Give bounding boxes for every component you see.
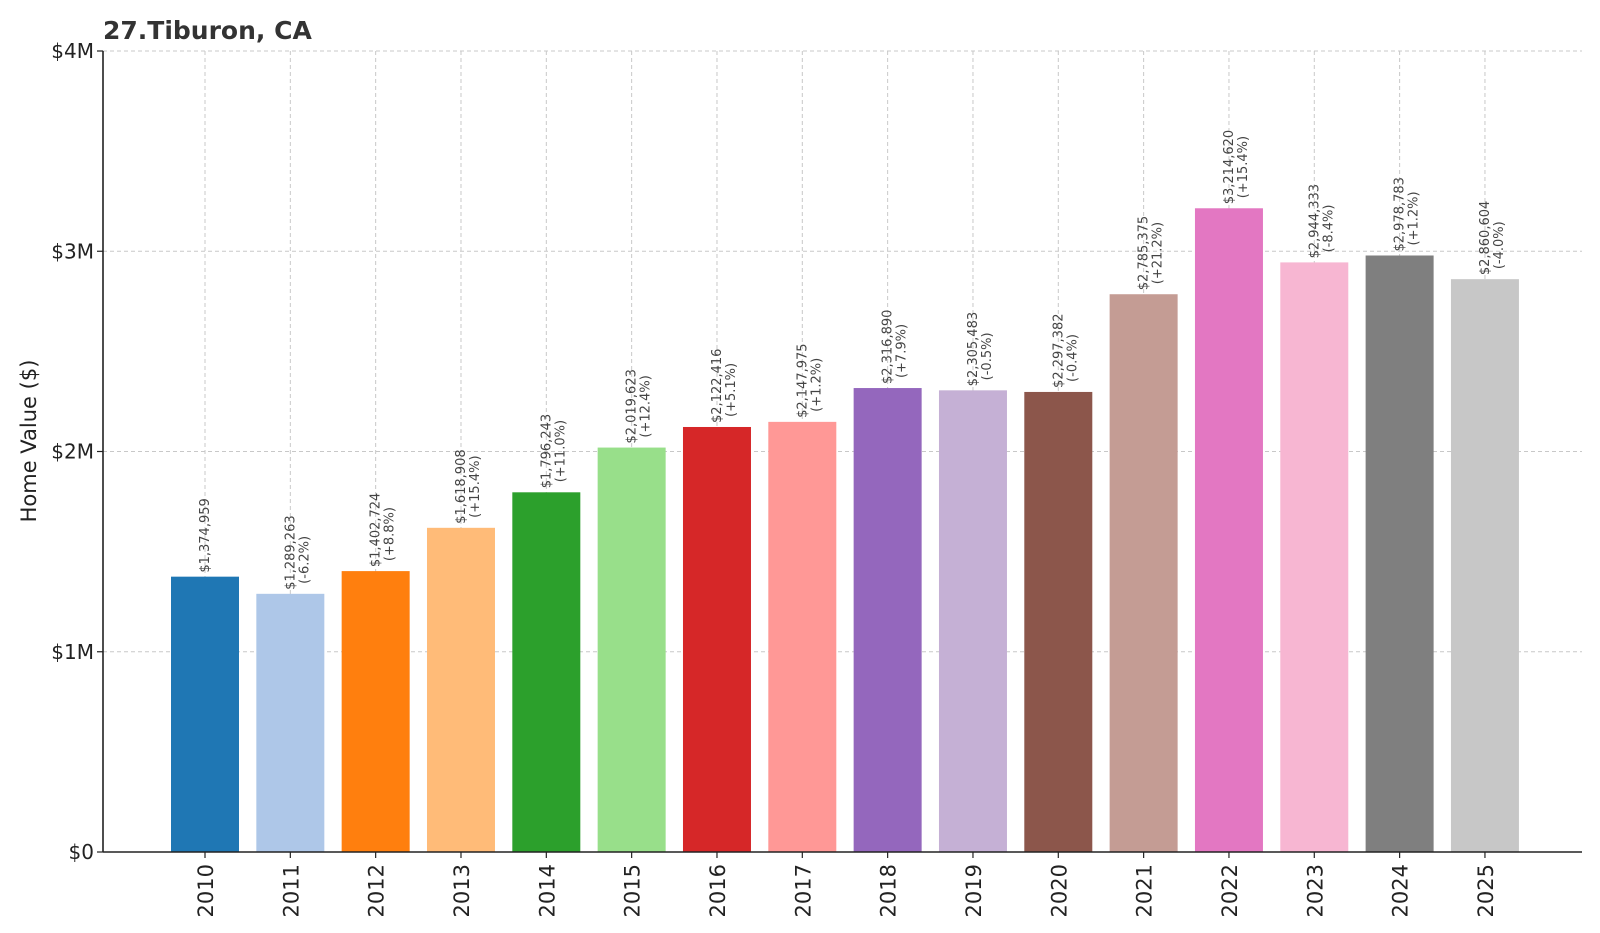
bars (171, 208, 1519, 853)
value-label: $2,944,333 (1307, 184, 1322, 258)
change-label: (+11.0%) (553, 420, 568, 482)
y-tick-label: $4M (51, 39, 94, 63)
x-tick-label: 2010 (194, 864, 218, 917)
change-label: (+7.9%) (895, 324, 910, 378)
x-tick-label: 2019 (962, 864, 986, 917)
change-label: (+1.2%) (1407, 191, 1422, 245)
x-tick-label: 2012 (365, 864, 389, 917)
bar-2025 (1450, 279, 1519, 852)
change-label: (-6.2%) (297, 536, 312, 584)
x-tick-label: 2024 (1389, 864, 1413, 917)
y-tick-label: $1M (51, 640, 94, 664)
bar-2011 (256, 593, 325, 852)
change-label: (+1.2%) (809, 358, 824, 412)
value-label: $2,785,375 (1137, 216, 1152, 290)
change-label: (+15.4%) (1236, 136, 1251, 198)
change-label: (+15.4%) (468, 455, 483, 517)
value-label: $2,297,382 (1051, 314, 1066, 388)
x-ticks: 2010 2011 2012 2013 2014 2015 2016 2017 2018 2019… (194, 852, 1498, 917)
bar-2021 (1109, 294, 1178, 853)
bar-2013 (426, 527, 495, 852)
axes (102, 51, 1582, 853)
x-tick-label: 2011 (279, 864, 303, 917)
value-label: $1,402,724 (369, 493, 384, 567)
y-tick-label: $3M (51, 239, 94, 263)
x-tick-label: 2015 (621, 864, 645, 917)
bar-2014 (512, 492, 581, 852)
bar-2023 (1280, 262, 1349, 852)
bar-2018 (853, 388, 922, 852)
value-label: $1,374,959 (198, 498, 213, 572)
x-tick-label: 2018 (877, 864, 901, 917)
change-label: (-0.4%) (1065, 334, 1080, 382)
change-label: (-8.4%) (1321, 205, 1336, 253)
bar-2016 (682, 426, 751, 852)
change-label: (+12.4%) (639, 375, 654, 437)
x-tick-label: 2023 (1303, 864, 1327, 917)
value-label: $1,796,243 (539, 414, 554, 488)
y-axis-label: Home Value ($) (17, 360, 41, 523)
value-label: $2,122,416 (710, 349, 725, 423)
bar-2020 (1024, 391, 1093, 852)
x-tick-label: 2016 (706, 864, 730, 917)
data-labels: $1,374,959 $1,289,263 (-6.2%) $1,402,724 (+8… (198, 130, 1507, 590)
change-label: (-4.0%) (1492, 221, 1507, 269)
chart-title: 27.Tiburon, CA (103, 16, 312, 45)
value-label: $2,019,623 (625, 369, 640, 443)
bar-2017 (768, 421, 837, 852)
bar-2019 (938, 390, 1007, 852)
value-label: $2,316,890 (881, 310, 896, 384)
value-label: $1,618,908 (454, 449, 469, 523)
change-label: (-0.5%) (980, 332, 995, 380)
value-label: $2,305,483 (966, 312, 981, 386)
x-tick-label: 2022 (1218, 864, 1242, 917)
bar-2010 (171, 576, 239, 852)
y-tick-label: $2M (51, 440, 94, 464)
y-tick-label: $0 (69, 840, 94, 864)
value-label: $2,147,975 (795, 343, 810, 417)
change-label: (+8.8%) (383, 507, 398, 561)
x-tick-label: 2014 (535, 864, 559, 917)
y-ticks: $0 $1M $2M $3M $4M (51, 39, 103, 864)
x-tick-label: 2021 (1133, 864, 1157, 917)
x-tick-label: 2020 (1047, 864, 1071, 917)
value-label: $1,289,263 (283, 515, 298, 589)
x-tick-label: 2025 (1474, 864, 1498, 917)
x-tick-label: 2013 (450, 864, 474, 917)
change-label: (+5.1%) (724, 363, 739, 417)
grid-lines (103, 50, 1582, 852)
bar-2024 (1365, 255, 1434, 852)
bar-2022 (1194, 208, 1263, 852)
value-label: $2,978,783 (1393, 177, 1408, 251)
value-label: $3,214,620 (1222, 130, 1237, 204)
bar-2015 (597, 447, 666, 852)
value-label: $2,860,604 (1478, 201, 1493, 275)
x-tick-label: 2017 (791, 864, 815, 917)
change-label: (+21.2%) (1151, 222, 1166, 284)
bar-2012 (341, 571, 410, 852)
